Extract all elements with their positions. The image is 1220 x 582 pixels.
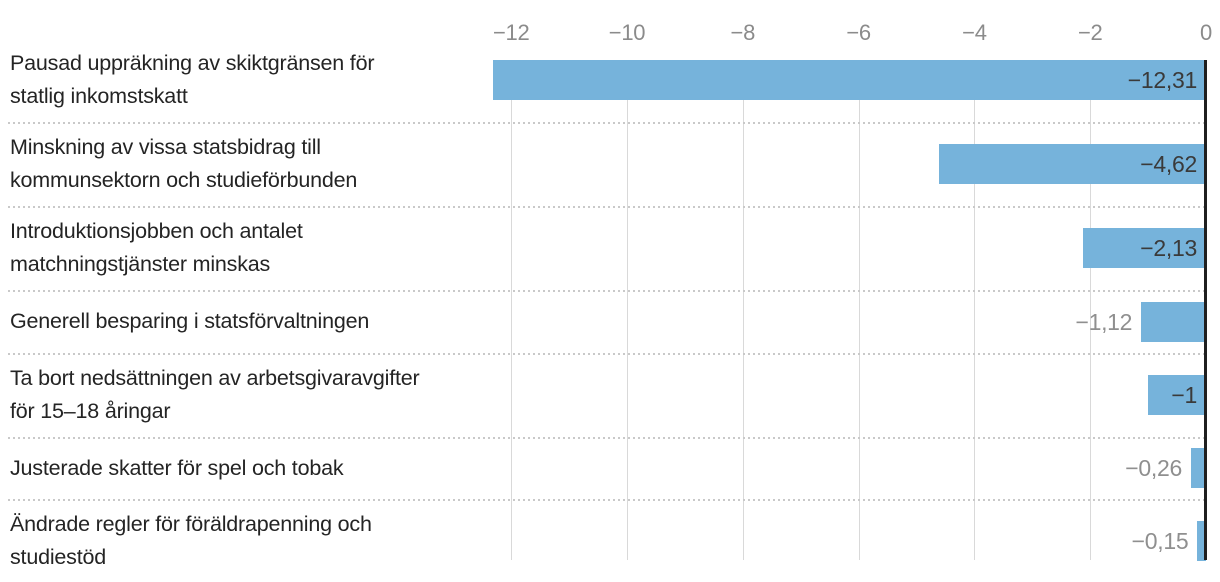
bar-value-label: −4,62: [1140, 151, 1197, 177]
bar: [1141, 301, 1206, 342]
bar-value-label: −0,15: [1131, 527, 1189, 554]
category-label-line: Generell besparing i statsförvaltningen: [10, 309, 370, 333]
category-label: Minskning av vissa statsbidrag till kommu…: [10, 122, 357, 206]
category-label-line: för 15–18 åringar: [10, 399, 171, 423]
category-label: Ändrade regler för föräldrapenning och st…: [10, 499, 372, 582]
row-separator-line: [8, 437, 1205, 439]
gridline: [742, 60, 744, 560]
bar: [1190, 448, 1206, 488]
category-label: Ta bort nedsättningen av arbetsgivaravgi…: [10, 353, 420, 437]
category-label: Pausad uppräkning av skiktgränsen för sta…: [10, 38, 374, 122]
gridline: [974, 60, 976, 560]
category-label-line: Ta bort nedsättningen av arbetsgivaravgi…: [10, 366, 420, 390]
category-label: Justerade skatter för spel och tobak: [10, 437, 344, 499]
category-label-line: Justerade skatter för spel och tobak: [10, 455, 344, 480]
category-label-line: matchningstjänster minskas: [10, 252, 271, 276]
category-label-line: Ändrade regler för föräldrapenning och: [10, 511, 372, 536]
x-axis-tick-label: −12: [492, 20, 530, 45]
category-label: Generell besparing i statsförvaltningen: [10, 290, 369, 353]
row-separator-line: [8, 290, 1205, 292]
category-label-line: Pausad uppräkning av skiktgränsen för: [10, 51, 375, 75]
bar: [493, 60, 1206, 100]
zero-axis-line: [1204, 60, 1207, 560]
x-axis-tick-label: −8: [730, 20, 756, 45]
category-label-line: kommunsektorn och studieförbunden: [10, 168, 358, 192]
row-separator-line: [8, 122, 1205, 124]
category-label-line: statlig inkomstskatt: [10, 84, 188, 108]
row-separator-line: [8, 353, 1205, 355]
bar: [1082, 228, 1206, 268]
bar-value-label: −12,31: [1127, 67, 1198, 93]
category-label-line: studiestöd: [10, 544, 107, 569]
gridline: [858, 60, 860, 560]
category-label-line: Minskning av vissa statsbidrag till: [10, 135, 321, 159]
x-axis-tick-label: −2: [1077, 20, 1103, 45]
bar: [1197, 520, 1206, 561]
bar: [1148, 375, 1206, 415]
gridline: [1090, 60, 1092, 560]
bar: [938, 144, 1206, 184]
bar-value-label: −1,12: [1075, 308, 1133, 335]
category-label: Introduktionsjobben och antalet matchning…: [10, 206, 303, 290]
gridline: [627, 60, 628, 560]
x-axis-tick-label: −4: [962, 20, 987, 45]
x-axis-tick-label: −10: [608, 20, 646, 45]
bar-value-label: −2,13: [1140, 235, 1197, 261]
bar-value-label: −1: [1171, 382, 1197, 408]
bar-value-label: −0,26: [1125, 455, 1182, 481]
gridline: [511, 60, 513, 560]
row-separator-line: [8, 206, 1205, 208]
x-axis-tick-label: 0: [1200, 20, 1212, 45]
x-axis-tick-label: −6: [846, 20, 871, 45]
row-separator-line: [8, 499, 1205, 501]
category-label-line: Introduktionsjobben och antalet: [10, 219, 303, 243]
